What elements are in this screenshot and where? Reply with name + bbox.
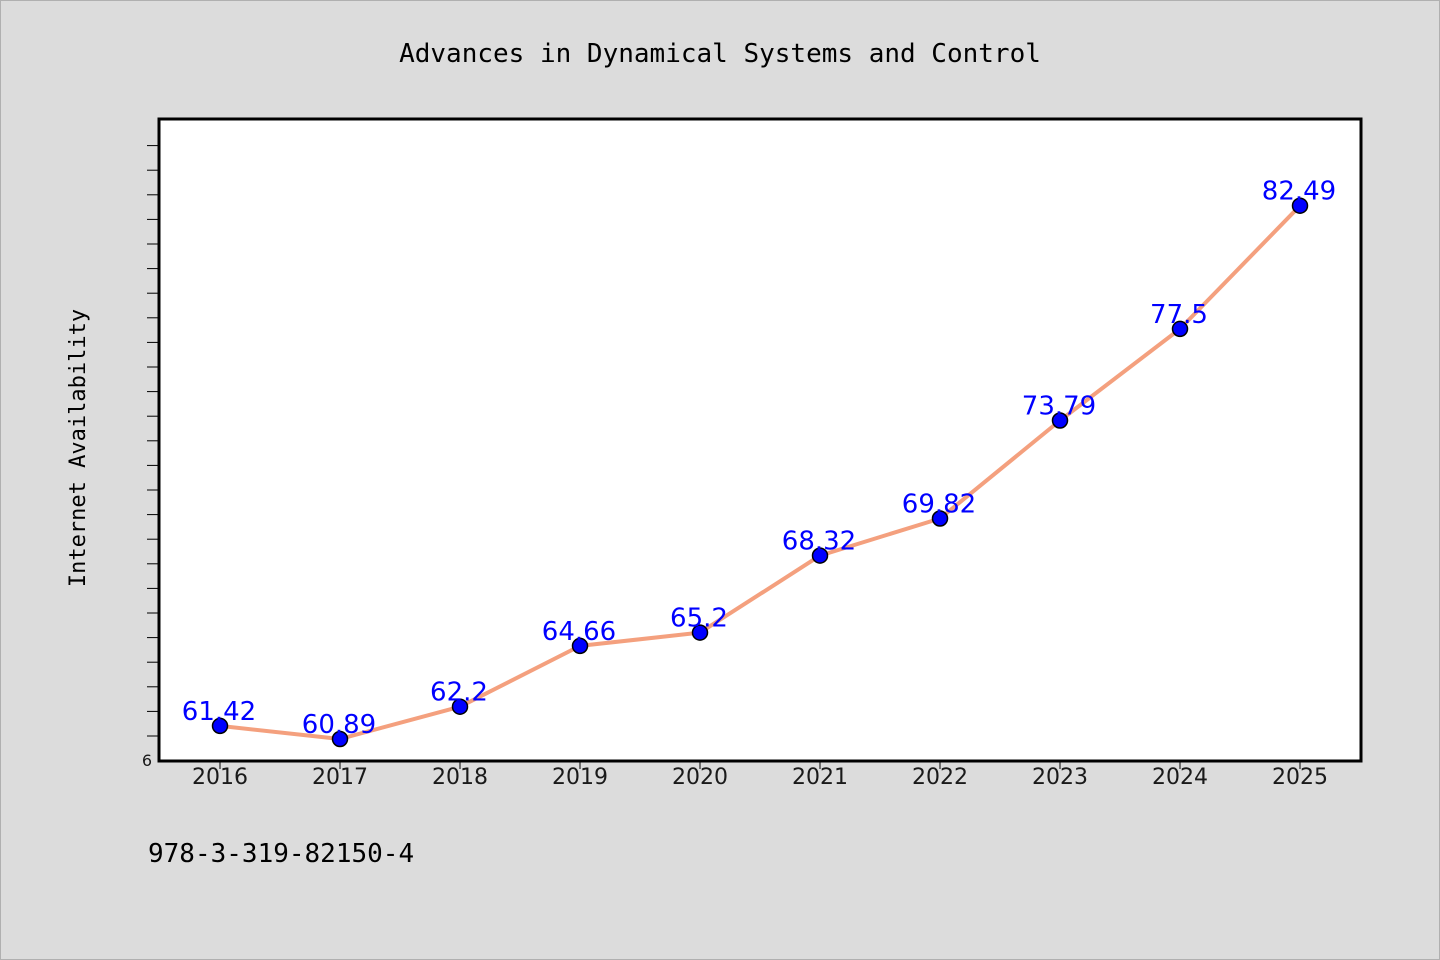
data-point [211,717,229,735]
data-point [931,510,949,527]
plot-area [157,117,1363,763]
series-line [218,203,1302,741]
data-point [1171,320,1189,338]
data-point [811,547,829,564]
data-label: 60.89 [302,710,376,740]
x-tick-label: 2023 [1032,765,1088,790]
x-tick-label: 2017 [312,765,368,790]
chart-title: Advances in Dynamical Systems and Contro… [399,39,1041,69]
data-point [571,637,589,655]
x-tick-label: 2022 [912,765,968,790]
data-point [1051,412,1069,429]
markers-group [211,197,1309,748]
x-tick-label: 2016 [192,765,248,790]
y-axis-label: Internet Availability [66,309,91,587]
data-label: 82.49 [1262,177,1336,207]
data-label: 65.2 [670,604,728,634]
isbn-text: 978-3-319-82150-4 [148,839,414,869]
series-line-group [218,203,1302,741]
x-tick-label: 2024 [1152,765,1208,790]
y-axis-ticks [147,145,159,737]
x-tick-label: 2018 [432,765,488,790]
x-tick-label: 2021 [792,765,848,790]
x-tick-label: 2020 [672,765,728,790]
data-point [1291,197,1309,214]
data-label: 68.32 [782,527,856,557]
data-point [691,624,709,641]
data-labels-group: 61.42 60.89 62.2 64.66 65.2 68.32 69.82 73.79 77… [182,177,1336,740]
x-tick-label: 2019 [552,765,608,790]
data-label: 73.79 [1022,392,1096,422]
data-label: 77.5 [1150,300,1208,330]
data-label: 69.82 [902,490,976,520]
data-label: 62.2 [430,678,488,708]
data-label: 64.66 [542,617,616,647]
data-point [451,698,469,715]
x-axis: 2016 2017 2018 2019 2020 2021 2022 2023 2024 2025 [192,761,1328,790]
data-label: 61.42 [182,697,256,727]
data-point [331,730,349,748]
y-tick-label: 6 [142,751,152,770]
x-tick-label: 2025 [1272,765,1328,790]
